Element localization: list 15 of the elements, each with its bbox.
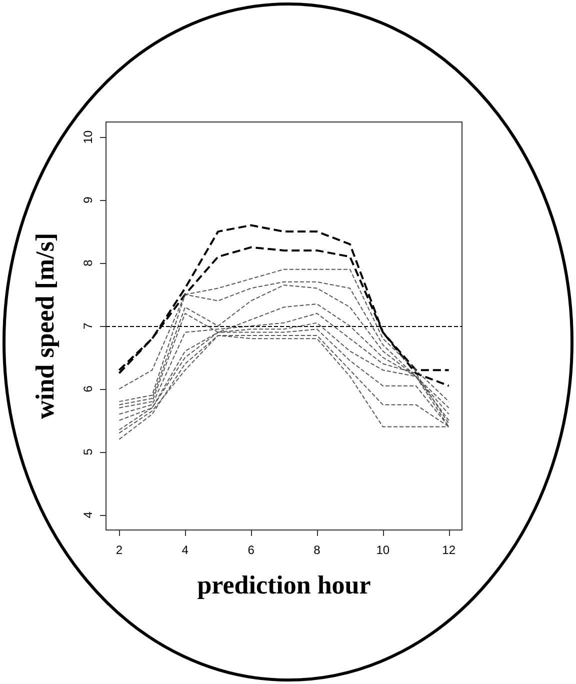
y-tick-label: 5 [81, 448, 95, 456]
y-axis-title: wind speed [m/s] [30, 232, 60, 420]
x-tick-label: 2 [116, 543, 123, 557]
y-tick-label: 6 [81, 385, 95, 392]
y-tick-label: 9 [81, 196, 95, 204]
y-tick-label: 10 [81, 130, 95, 144]
x-tick-label: 8 [314, 543, 321, 557]
x-tick-label: 10 [376, 543, 390, 557]
x-tick-label: 4 [182, 543, 189, 557]
x-axis-title: prediction hour [197, 570, 371, 600]
y-tick-label: 8 [81, 259, 95, 266]
y-tick-label: 4 [81, 511, 95, 518]
x-tick-label: 12 [442, 543, 456, 557]
y-tick-label: 7 [81, 322, 95, 330]
x-tick-label: 6 [248, 543, 255, 557]
